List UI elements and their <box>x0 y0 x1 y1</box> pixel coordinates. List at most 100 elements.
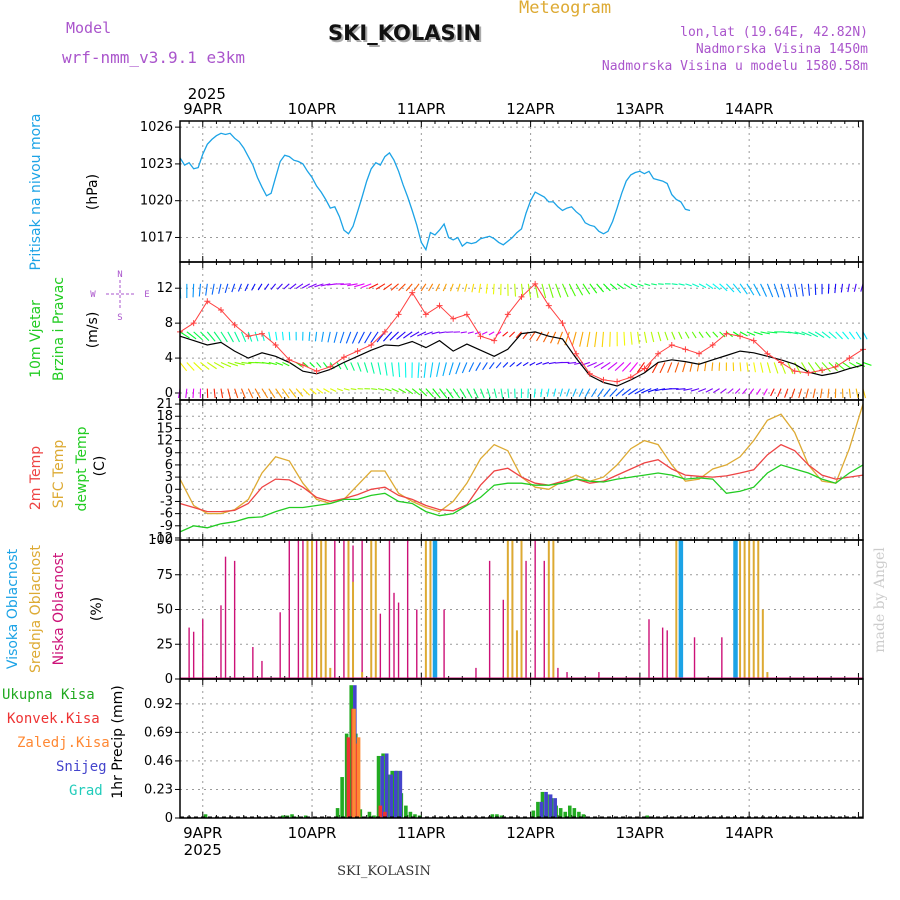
wind-barb <box>542 361 549 365</box>
wind-barb <box>478 283 482 293</box>
compass-south: S <box>117 313 122 323</box>
wind-barb <box>842 361 852 370</box>
wind-barb <box>800 283 804 297</box>
precip-total-bar <box>499 815 504 818</box>
wind-barb <box>227 388 231 399</box>
wind-barb <box>647 388 659 393</box>
wind-gust-marker <box>791 368 798 375</box>
wind-barb <box>760 362 764 373</box>
wind-barb <box>264 283 270 291</box>
wind-gust-marker <box>668 341 675 348</box>
wind-barb <box>409 331 420 338</box>
bottom-day-label: 13APR <box>615 824 664 842</box>
y-tick-label: 75 <box>156 568 173 583</box>
wind-barb <box>309 388 317 395</box>
wind-gust-marker <box>299 362 306 369</box>
temp-unit: (C) <box>92 456 108 477</box>
wind-gust-marker <box>313 368 320 375</box>
wind-barb <box>683 388 693 391</box>
precip-total-bar <box>372 815 376 818</box>
wind-barb <box>466 388 473 399</box>
y-tick-label: 50 <box>156 603 173 618</box>
wind-barb <box>742 388 748 395</box>
wind-barb <box>474 331 481 335</box>
wind-barb <box>657 331 662 342</box>
t2m-line <box>179 443 864 513</box>
wind-barb <box>732 283 742 294</box>
wind-barb <box>383 331 393 342</box>
wind-barb <box>853 283 857 292</box>
wind-barb <box>634 388 645 395</box>
wind-barb <box>268 388 276 399</box>
wind-barb <box>848 331 856 340</box>
wind-barb <box>322 362 329 369</box>
wind-barb <box>240 388 246 399</box>
wind-barb <box>436 362 441 377</box>
wind-gust-marker <box>477 333 484 340</box>
wind-barb <box>336 362 342 370</box>
wind-barb <box>567 361 577 364</box>
wind-barb <box>468 362 475 373</box>
wind-barb <box>623 283 631 289</box>
wind-barb <box>739 283 748 295</box>
wind-barb <box>371 388 378 391</box>
wind-barb <box>767 331 778 334</box>
wind-barb <box>289 283 297 290</box>
wind-barb <box>295 388 304 397</box>
wind-gust-marker <box>409 289 416 296</box>
wind-barb <box>855 331 862 340</box>
wind-barb <box>835 362 845 371</box>
wind-barb <box>213 331 222 343</box>
wind-barb <box>654 388 666 392</box>
wind-barb <box>435 283 441 292</box>
wind-barb <box>584 388 591 398</box>
wind-barb <box>495 362 502 369</box>
wind-barb <box>314 331 318 342</box>
top-day-label: 13APR <box>615 100 664 118</box>
wind-barb <box>377 388 385 391</box>
wind-barb <box>218 283 222 294</box>
wind-barb <box>375 283 386 290</box>
y-tick-label: 100 <box>148 533 173 548</box>
top-day-label: 9APR <box>183 100 222 118</box>
wind-barb <box>842 331 850 340</box>
wind-barb <box>746 331 756 336</box>
y-tick-label: 1026 <box>140 120 173 135</box>
wind-barb <box>643 331 648 343</box>
wind-barb <box>571 331 577 347</box>
wind-barb <box>739 362 742 372</box>
wind-barb <box>753 331 763 336</box>
panel-frame-temp <box>179 399 864 541</box>
precip-snow-bar <box>389 774 394 818</box>
wind-barb <box>464 283 468 292</box>
wind-barb <box>439 388 448 399</box>
wind-barb <box>368 283 379 290</box>
precip-total-bar <box>340 777 344 818</box>
precip-snow-bar <box>548 794 553 818</box>
wind-barb <box>548 283 554 299</box>
wind-barb <box>572 388 577 397</box>
wind-barb <box>480 388 485 399</box>
wind-gust-marker <box>586 370 593 377</box>
wind-barb <box>593 361 604 369</box>
wind-barb <box>200 331 210 342</box>
wind-barb <box>705 283 714 290</box>
wind-barb <box>413 283 420 292</box>
wind-barb <box>475 362 481 372</box>
wind-barb <box>460 331 467 334</box>
wind-barb <box>541 283 547 299</box>
wind-barb <box>254 331 259 342</box>
wind-barb <box>390 283 399 291</box>
wind-barb <box>780 283 786 298</box>
wind-barb <box>689 362 693 372</box>
wind-barb <box>691 331 697 339</box>
wind-barb <box>361 283 372 289</box>
wind-barb <box>234 361 245 366</box>
precip-total-bar <box>577 811 581 818</box>
wind-barb <box>787 283 792 298</box>
wind-barb <box>261 361 271 365</box>
wind-gust-marker <box>340 354 347 361</box>
wind-barb <box>308 283 317 289</box>
wind-barb <box>542 331 550 343</box>
wind-barb <box>206 331 216 342</box>
